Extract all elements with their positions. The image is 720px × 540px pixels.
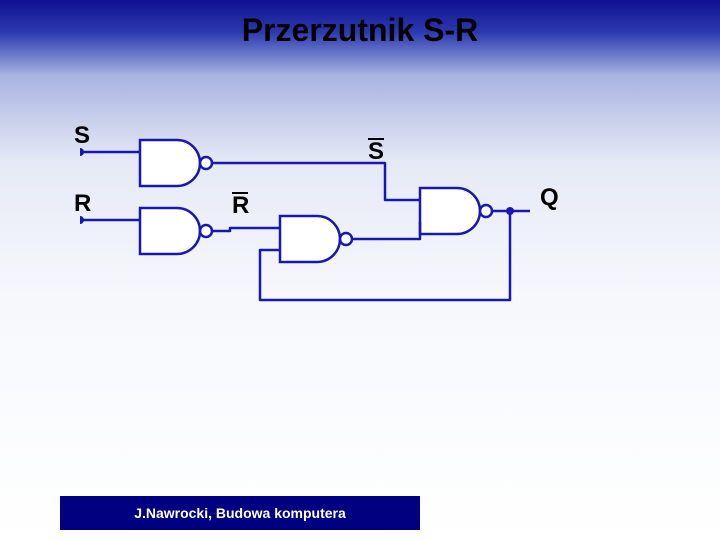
footer-bar: J.Nawrocki, Budowa komputera [60, 496, 420, 530]
circuit-diagram: S R S R Q [80, 130, 600, 355]
label-s: S [74, 122, 90, 150]
overline-rbar [232, 192, 248, 194]
label-q: Q [540, 184, 559, 212]
label-r: R [74, 190, 91, 218]
circuit-svg [80, 130, 600, 350]
footer-text: J.Nawrocki, Budowa komputera [134, 505, 346, 521]
slide: Przerzutnik S-R S R S R Q J.Nawrocki, Bu… [0, 0, 720, 540]
overline-sbar [368, 138, 384, 140]
label-sbar: S [368, 138, 384, 166]
slide-title: Przerzutnik S-R [0, 12, 720, 49]
label-rbar: R [232, 192, 249, 220]
